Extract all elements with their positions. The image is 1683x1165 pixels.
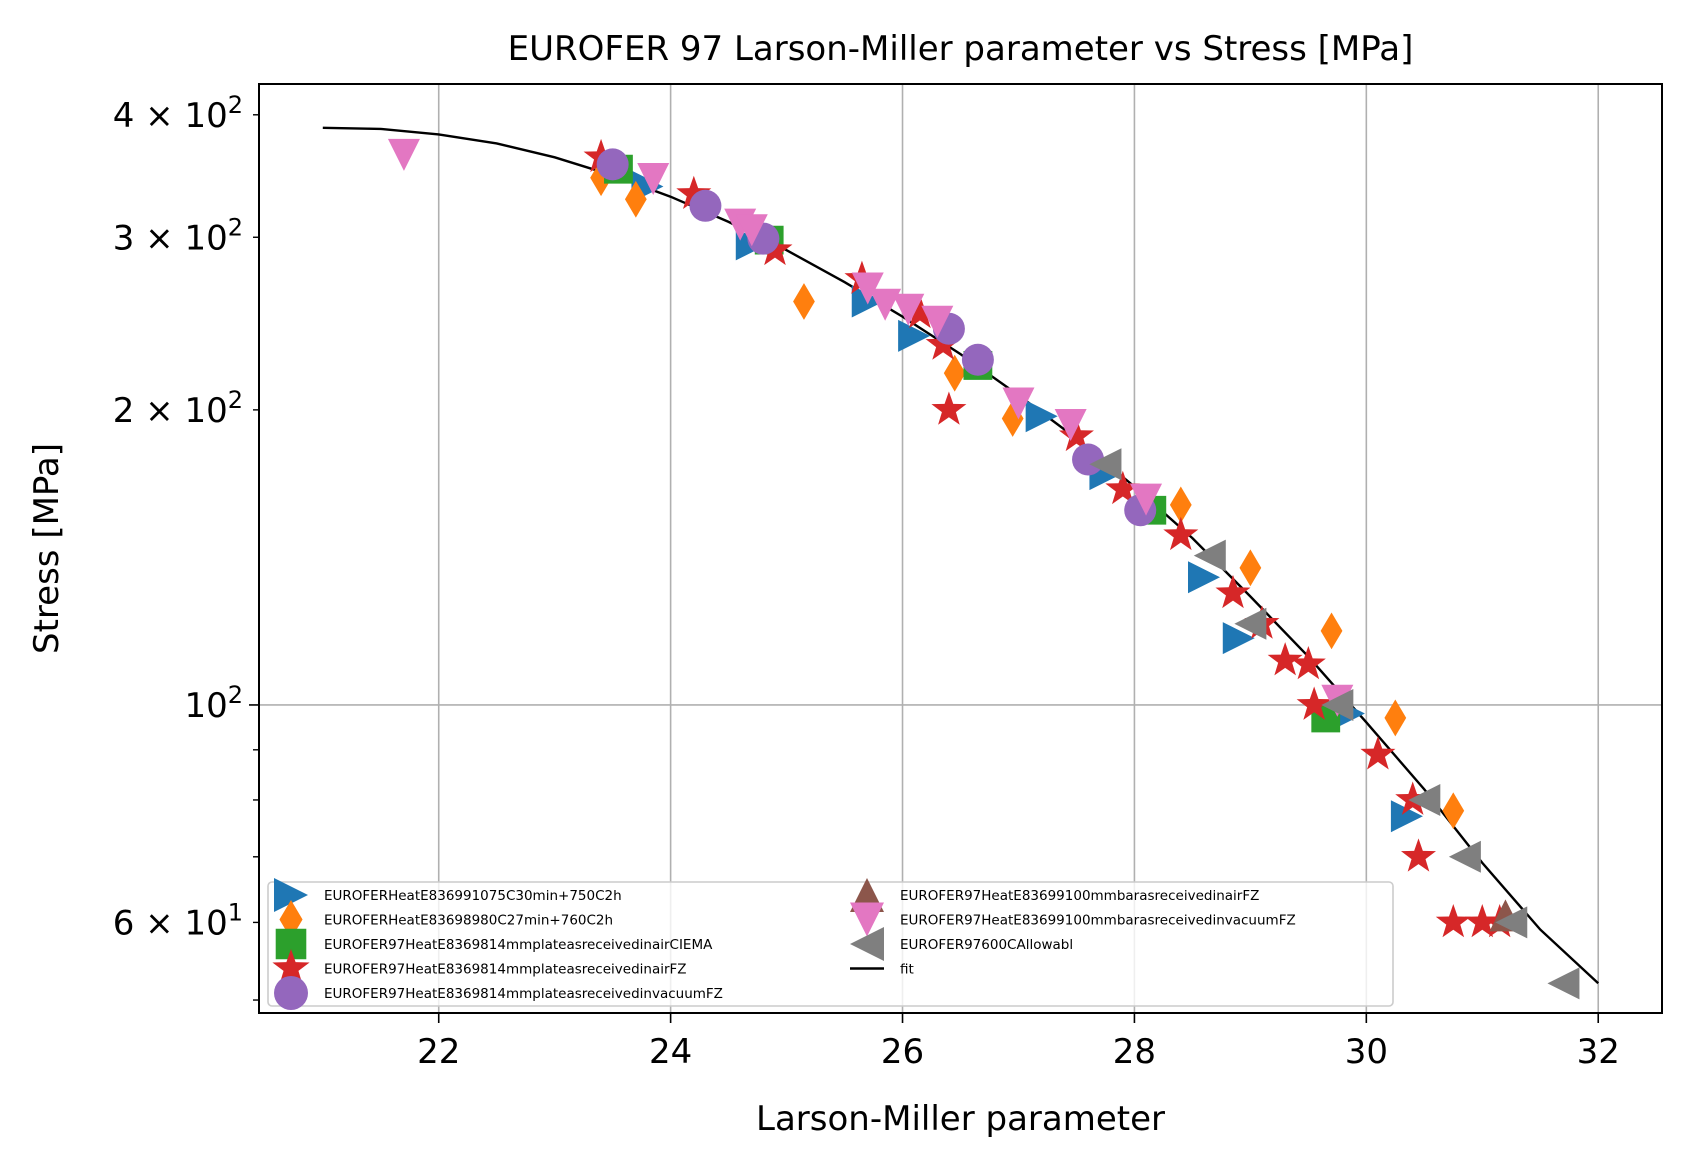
legend-label: EUROFER97600CAllowabl [900, 937, 1073, 953]
legend-label: EUROFER97HeatE8369814mmplateasreceivedin… [324, 962, 687, 978]
data-point [689, 189, 722, 222]
data-point [1089, 448, 1122, 481]
x-tick-label: 32 [1577, 1032, 1620, 1072]
data-point [1495, 906, 1528, 939]
data-point [637, 162, 670, 195]
x-axis-label: Larson-Miller parameter [756, 1099, 1165, 1139]
series-6 [387, 138, 1354, 717]
data-point [624, 180, 647, 218]
data-point [1360, 736, 1396, 770]
y-tick-label: 102 [184, 681, 243, 726]
data-point [596, 148, 629, 181]
data-point [898, 319, 931, 352]
legend-marker [275, 928, 307, 960]
legend-label: EUROFER97HeatE8369814mmplateasreceivedin… [324, 937, 713, 953]
data-points-layer [387, 138, 1580, 1000]
data-point [1239, 549, 1262, 587]
legend-label: fit [900, 962, 914, 978]
legend-box [267, 881, 1394, 1007]
legend-label: EUROFER97HeatE83699100mmbarasreceivedina… [900, 888, 1259, 904]
data-point [1384, 699, 1407, 737]
series-7 [1089, 448, 1580, 1000]
data-point [1187, 561, 1220, 594]
data-point [735, 214, 768, 247]
y-axis-label: Stress [MPa] [27, 443, 67, 654]
data-point [1547, 967, 1580, 1000]
data-point [869, 288, 902, 321]
legend-label: EUROFERHeatE836991075C30min+750C2h [324, 888, 622, 904]
data-point [1321, 688, 1354, 721]
y-tick-label: 3 × 102 [113, 213, 243, 258]
data-point [1401, 838, 1437, 872]
legend-marker [850, 902, 884, 937]
x-tick-label: 24 [649, 1032, 692, 1072]
x-tick-label: 30 [1345, 1032, 1388, 1072]
data-point [1163, 516, 1199, 551]
data-point [1058, 417, 1094, 452]
data-point [1215, 574, 1251, 609]
fit-line [322, 126, 1600, 985]
legend-marker [274, 976, 308, 1010]
data-point [1442, 792, 1465, 830]
data-point [931, 391, 967, 425]
fit-line-layer [322, 126, 1600, 985]
plot-frame [258, 83, 1663, 1014]
grid-lines [259, 84, 1662, 1013]
data-point [851, 272, 884, 305]
data-point [1054, 409, 1087, 442]
data-point [1290, 645, 1326, 680]
data-point [1408, 783, 1441, 816]
data-point [1193, 539, 1226, 572]
y-tick-label: 6 × 101 [113, 898, 243, 943]
x-tick-label: 22 [417, 1032, 460, 1072]
data-point [902, 294, 938, 329]
series-1 [590, 159, 1465, 830]
data-point [1435, 904, 1471, 938]
legend-label: EUROFERHeatE83698980C27min+760C2h [324, 913, 613, 929]
data-point [1320, 612, 1343, 650]
legend-label: EUROFER97HeatE8369814mmplateasreceivedin… [324, 986, 723, 1002]
x-tick-label: 28 [1113, 1032, 1156, 1072]
data-point [590, 159, 612, 197]
data-point [943, 354, 966, 392]
data-point [1390, 800, 1423, 833]
y-tick-label: 4 × 102 [113, 91, 243, 136]
data-point [1169, 486, 1192, 524]
x-tick-label: 26 [881, 1032, 924, 1072]
data-point [793, 283, 815, 320]
legend-marker [850, 927, 884, 961]
data-point [1448, 840, 1481, 873]
data-point [1025, 400, 1058, 433]
data-point [1002, 387, 1035, 420]
axis-ticks: 22 24 26 28 30 32 102 6 × 101 2 × 102 3 × 102 4 × … [113, 91, 1620, 1072]
data-point [676, 175, 712, 210]
data-point [1464, 904, 1500, 938]
legend: EUROFERHeatE836991075C30min+750C2h EUROFE… [267, 878, 1394, 1010]
legend-label: EUROFER97HeatE83699100mmbarasreceivedinv… [900, 913, 1296, 929]
chart-title: EUROFER 97 Larson-Miller parameter vs St… [508, 29, 1414, 69]
data-point [1222, 622, 1255, 655]
data-point [387, 138, 420, 171]
data-point [1105, 470, 1141, 505]
data-point [1267, 642, 1303, 676]
legend-marker [274, 878, 308, 912]
data-point [921, 305, 954, 338]
data-point [1001, 400, 1024, 437]
data-point [1296, 686, 1332, 720]
y-tick-label: 2 × 102 [113, 386, 243, 431]
data-point [961, 343, 994, 376]
data-point [1130, 483, 1163, 516]
data-point [892, 293, 925, 326]
data-point [1234, 607, 1267, 640]
legend-marker [272, 948, 310, 985]
